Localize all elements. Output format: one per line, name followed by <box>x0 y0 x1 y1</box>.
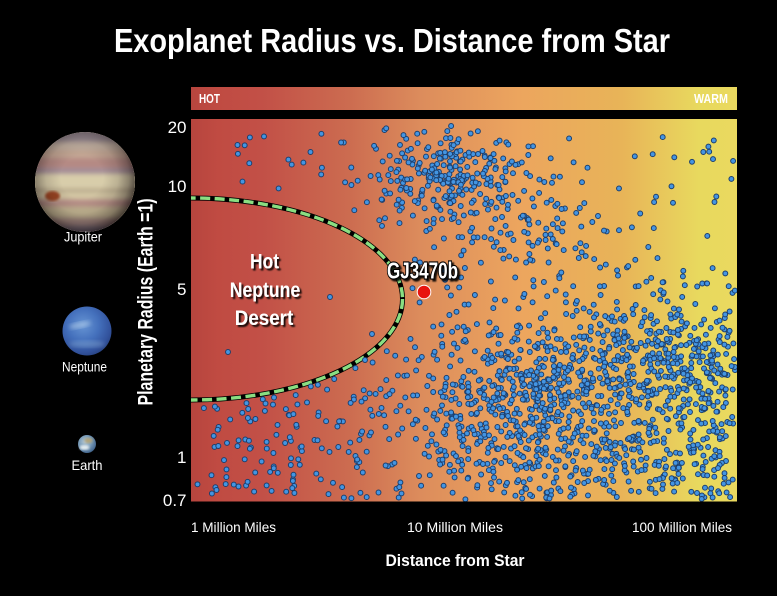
svg-text:1 Million Miles: 1 Million Miles <box>191 519 276 535</box>
svg-text:WARM: WARM <box>694 91 728 106</box>
svg-text:1: 1 <box>177 448 186 467</box>
svg-text:Desert: Desert <box>235 307 294 330</box>
svg-text:0.7: 0.7 <box>163 491 187 510</box>
svg-text:Planetary Radius (Earth =1): Planetary Radius (Earth =1) <box>135 199 158 406</box>
svg-text:Hot: Hot <box>250 250 279 273</box>
svg-text:HOT: HOT <box>199 91 220 106</box>
svg-text:Earth: Earth <box>72 457 103 473</box>
svg-text:100 Million Miles: 100 Million Miles <box>632 519 732 535</box>
svg-text:Jupiter: Jupiter <box>64 229 102 245</box>
svg-text:5: 5 <box>177 280 186 299</box>
svg-text:GJ3470b: GJ3470b <box>387 258 458 284</box>
svg-text:10: 10 <box>168 177 187 196</box>
svg-text:Exoplanet Radius vs. Distance: Exoplanet Radius vs. Distance from Star <box>114 23 670 60</box>
svg-text:20: 20 <box>168 118 187 137</box>
svg-text:Neptune: Neptune <box>62 359 107 375</box>
svg-text:10 Million Miles: 10 Million Miles <box>407 519 503 535</box>
svg-text:Neptune: Neptune <box>230 279 301 302</box>
svg-text:Distance from Star: Distance from Star <box>386 552 526 570</box>
